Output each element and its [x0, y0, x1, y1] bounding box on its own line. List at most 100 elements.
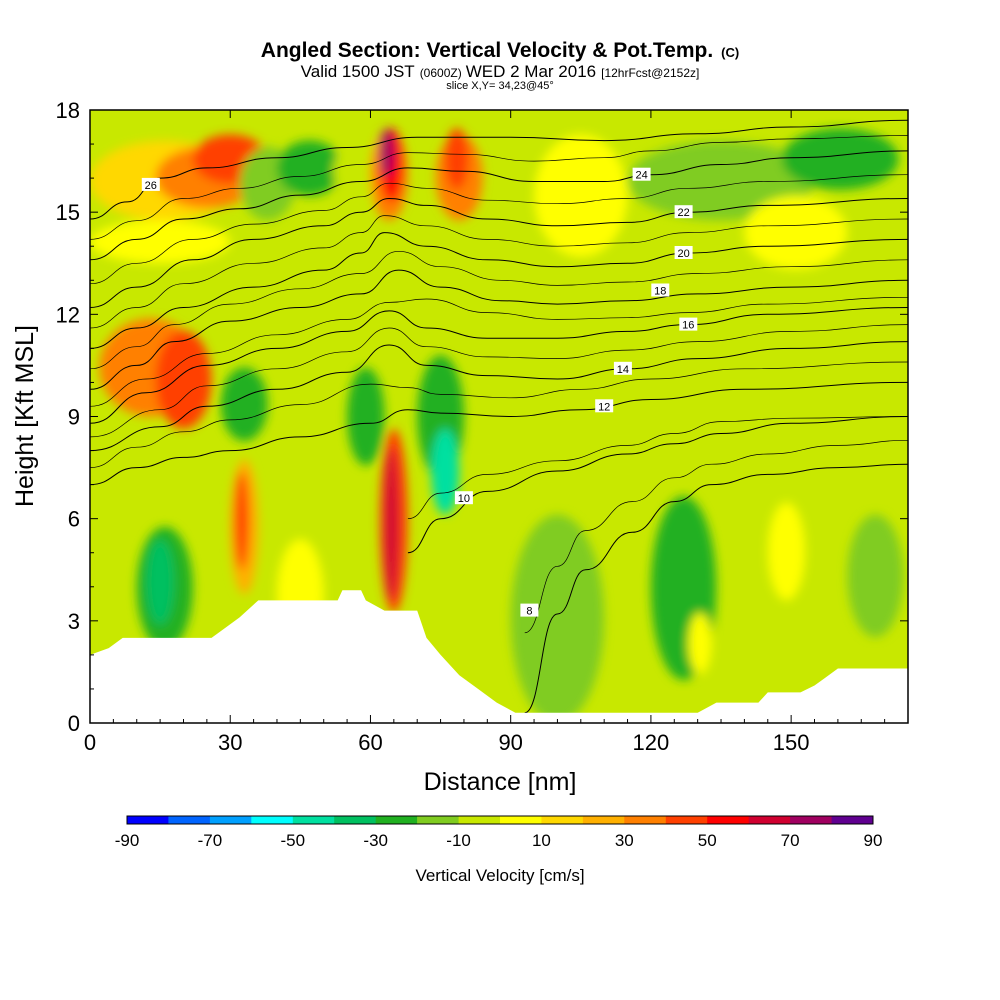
velocity-cell-8	[379, 128, 394, 178]
contour-label-26: 26	[145, 180, 157, 192]
colorbar-tick-label: 50	[698, 831, 717, 850]
contour-label-14: 14	[617, 364, 629, 376]
y-axis-label: Height [Kft MSL]	[11, 325, 39, 507]
terrain-mask	[90, 590, 908, 723]
y-tick-label: 15	[56, 200, 80, 225]
colorbar-tick-label: -90	[115, 831, 140, 850]
contour-label-24: 24	[635, 170, 647, 182]
y-tick-label: 12	[56, 302, 80, 327]
colorbar-tick-label: -50	[281, 831, 306, 850]
colorbar-swatch-3	[251, 816, 294, 824]
colorbar-tick-label: 10	[532, 831, 551, 850]
x-axis-label: Distance [nm]	[424, 768, 577, 796]
contour-label-bg-16	[679, 317, 698, 331]
colorbar-tick-label: -10	[446, 831, 471, 850]
velocity-cell-23	[146, 539, 175, 625]
chart-title: Angled Section: Vertical Velocity & Pot.…	[261, 39, 739, 62]
chart-subtitle: Valid 1500 JST (0600Z) WED 2 Mar 2016 [12hr…	[301, 62, 700, 81]
contour-label-bg-8	[520, 603, 539, 617]
contour-label-10: 10	[458, 493, 470, 505]
colorbar-swatch-17	[831, 816, 874, 824]
velocity-cell-31	[688, 612, 712, 674]
velocity-cell-18	[220, 367, 268, 442]
contour-label-bg-14	[613, 361, 632, 375]
isentrope-minor-2	[90, 361, 908, 468]
colorbar-swatch-2	[209, 816, 252, 824]
contour-label-bg-22	[674, 205, 693, 219]
colorbar-tick-label: 70	[781, 831, 800, 850]
contour-label-16: 16	[682, 320, 694, 332]
x-tick-label: 150	[773, 730, 810, 755]
y-tick-label: 18	[56, 98, 80, 123]
isentrope-24	[90, 150, 908, 261]
velocity-cell-11	[627, 140, 815, 221]
contour-label-bg-26	[141, 177, 160, 191]
velocity-cell-10	[445, 128, 469, 190]
isentrope-minor-3	[90, 324, 908, 438]
y-tick-label: 3	[68, 609, 80, 634]
slice-label: slice X,Y= 34,23@45°	[446, 80, 554, 92]
colorbar-tick-label: 30	[615, 831, 634, 850]
isentrope-minor-4	[90, 296, 908, 407]
colorbar-swatch-14	[707, 816, 750, 824]
y-tick-label: 0	[68, 711, 80, 736]
velocity-cell-13	[534, 134, 628, 258]
colorbar-swatch-0	[127, 816, 169, 824]
contour-label-20: 20	[677, 248, 689, 260]
contour-label-8: 8	[526, 606, 532, 618]
y-tick-label: 9	[68, 405, 80, 430]
contour-label-bg-10	[454, 491, 473, 505]
isentrope-minor-7	[90, 174, 908, 285]
colorbar-frame	[126, 815, 874, 825]
isentrope-14	[90, 341, 908, 452]
velocity-cell-14	[744, 195, 848, 270]
colorbar-label: Vertical Velocity [cm/s]	[415, 866, 584, 885]
y-tick-label: 6	[68, 507, 80, 532]
axis-ticks: 0 30 60 90 120 150 0 3 6 9 12 15 18	[56, 98, 908, 755]
colorbar-tick-label: -30	[363, 831, 388, 850]
colorbar: -90 -70 -50 -30 -10 10 30 50 70 90	[115, 815, 883, 850]
colorbar-swatch-6	[375, 816, 418, 824]
isentrope-minor-1	[407, 416, 908, 520]
contour-label-bg-20	[674, 246, 693, 259]
colorbar-swatch-1	[168, 816, 211, 824]
velocity-cell-29	[510, 514, 605, 723]
vertical-velocity-field	[90, 128, 904, 723]
colorbar-tick-label: 90	[864, 831, 883, 850]
isentrope-22	[90, 197, 908, 308]
isentrope-16	[90, 307, 908, 424]
isentrope-10	[407, 416, 908, 554]
plot-area: 8 10 12 14 16 18 20 22 24 26	[90, 110, 908, 723]
colorbar-swatch-4	[292, 816, 335, 824]
x-tick-label: 60	[358, 730, 382, 755]
isentrope-minor-8	[90, 135, 908, 240]
contour-label-bg-24	[632, 167, 651, 181]
colorbar-swatch-7	[417, 816, 459, 824]
x-tick-label: 90	[498, 730, 522, 755]
velocity-cell-25	[234, 471, 249, 570]
isentrope-20	[90, 232, 908, 349]
isentrope-18	[90, 269, 908, 390]
isentrope-minor-0	[524, 439, 908, 634]
velocity-cell-32	[767, 502, 806, 601]
velocity-cell-33	[847, 514, 904, 638]
velocity-cell-17	[155, 330, 212, 429]
isentrope-minor-5	[90, 250, 908, 370]
colorbar-swatch-15	[748, 816, 791, 824]
colorbar-swatch-12	[624, 816, 667, 824]
isentrope-minor-6	[90, 215, 908, 329]
colorbar-swatch-5	[334, 816, 377, 824]
x-tick-label: 30	[218, 730, 242, 755]
colorbar-swatch-16	[790, 816, 832, 824]
x-tick-label: 120	[633, 730, 670, 755]
velocity-cell-15	[90, 220, 231, 264]
colorbar-swatch-10	[541, 816, 584, 824]
velocity-cell-19	[347, 367, 385, 466]
colorbar-tick-label: -70	[198, 831, 223, 850]
colorbar-swatch-11	[582, 816, 625, 824]
colorbar-swatch-13	[665, 816, 708, 824]
velocity-cell-12	[781, 128, 899, 190]
isentrope-26	[90, 119, 908, 220]
colorbar-swatch-9	[500, 816, 542, 824]
